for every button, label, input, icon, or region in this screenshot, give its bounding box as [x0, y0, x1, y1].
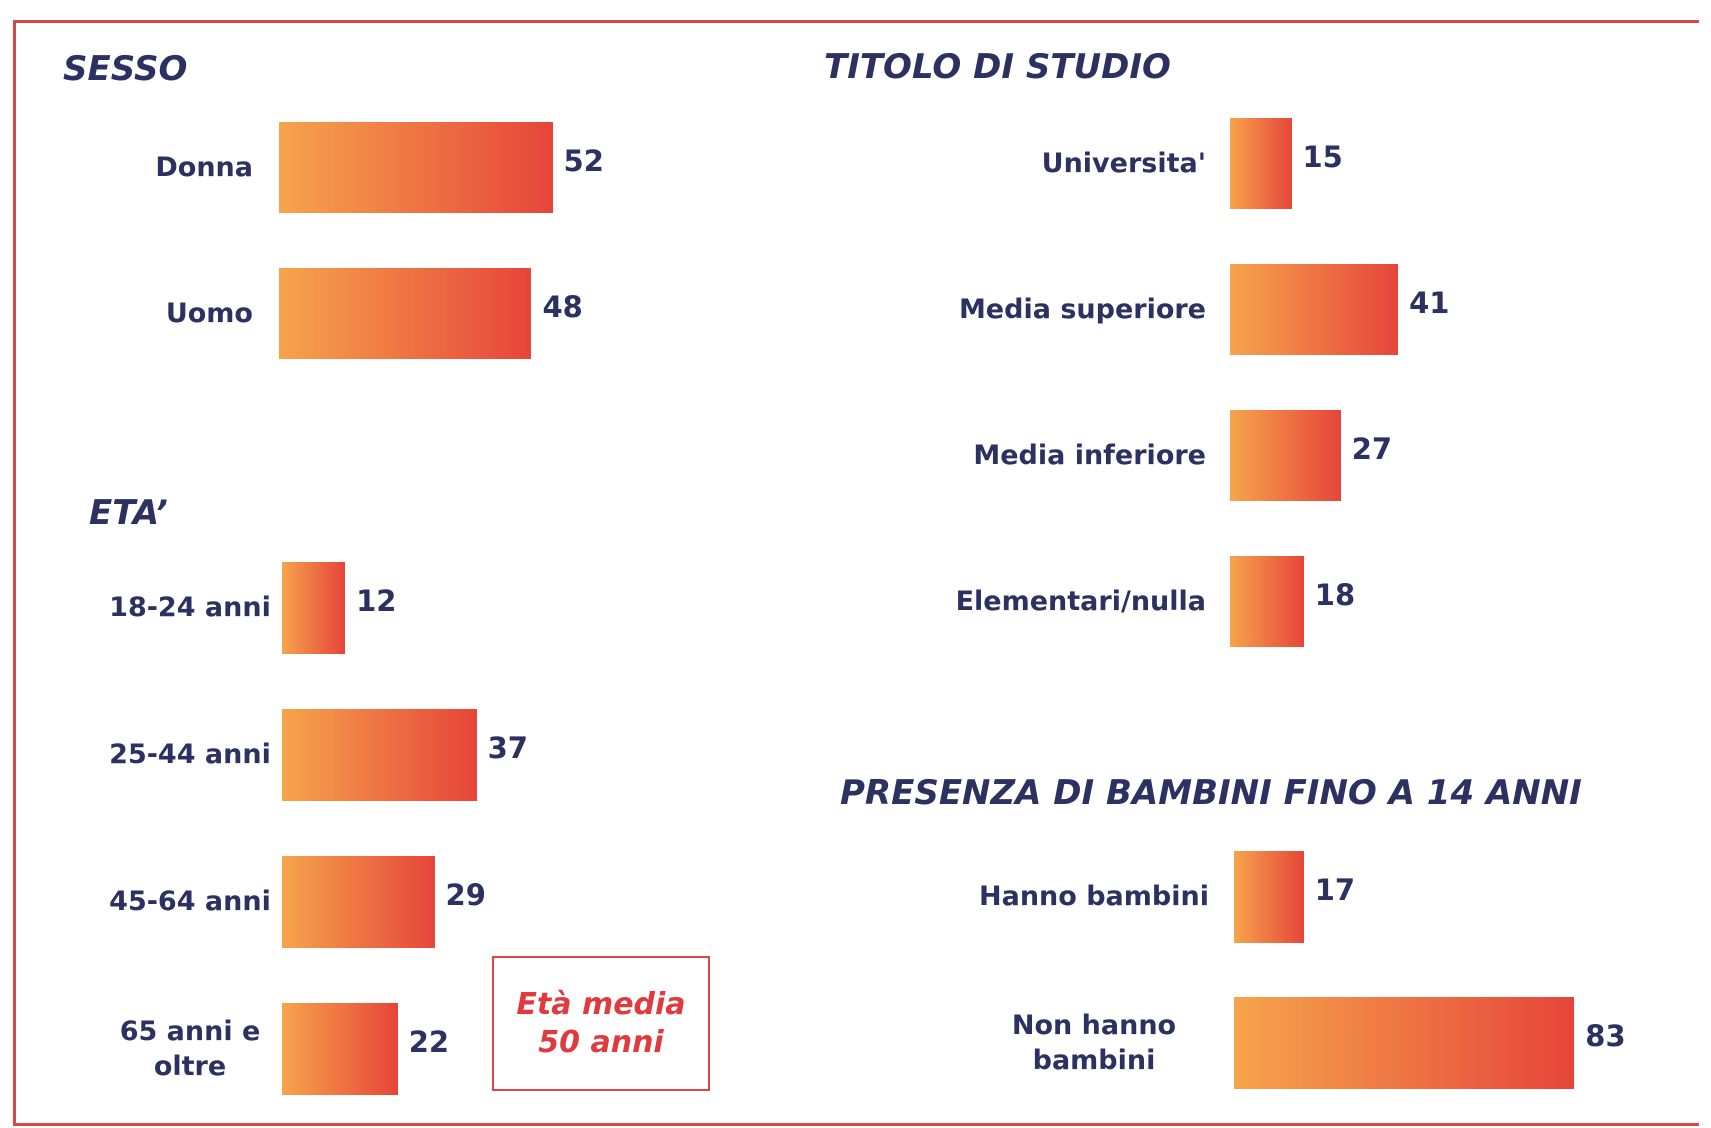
bar	[282, 709, 477, 801]
annotation: 50 anni	[538, 1024, 664, 1060]
category-label: Media superiore	[958, 293, 1206, 325]
bar	[282, 562, 346, 654]
bar	[282, 1003, 398, 1095]
bar	[279, 268, 532, 359]
annotation-box: Età media 50 anni	[492, 956, 710, 1091]
annotation: Età media	[516, 987, 686, 1022]
bar	[1230, 264, 1399, 355]
bar	[279, 122, 553, 213]
category-label: Hanno bambini	[979, 881, 1209, 913]
value-label: 37	[487, 731, 528, 765]
value-label: 29	[445, 878, 486, 912]
value-label: 83	[1585, 1019, 1626, 1053]
category-label: 65 anni e oltre	[119, 1015, 261, 1082]
chart-title: PRESENZA DI BAMBINI FINO A 14 ANNI	[840, 773, 1582, 813]
value-label: 15	[1302, 139, 1343, 174]
bar	[1230, 556, 1304, 647]
chart-title: SESSO	[63, 49, 188, 89]
category-label: Donna	[155, 151, 253, 183]
bar	[1234, 851, 1304, 943]
value-label: 27	[1351, 431, 1393, 466]
chart-title: ETA’	[89, 493, 168, 533]
category-label: 45-64 anni	[109, 886, 271, 918]
category-label: Media inferiore	[973, 439, 1206, 471]
frame	[13, 20, 1699, 1126]
value-label: 17	[1314, 873, 1356, 907]
value-label: 18	[1314, 577, 1356, 612]
category-label: Uomo	[165, 297, 253, 329]
chart-title: TITOLO DI STUDIO	[824, 47, 1171, 87]
bar	[1230, 118, 1292, 209]
bar	[1234, 997, 1575, 1089]
category-label: 25-44 anni	[109, 739, 271, 771]
bar	[282, 856, 435, 948]
value-label: 12	[356, 584, 397, 618]
value-label: 22	[408, 1025, 450, 1059]
bar	[1230, 410, 1341, 501]
category-label: 18-24 anni	[109, 592, 271, 624]
value-label: 52	[563, 143, 604, 178]
value-label: 41	[1409, 285, 1450, 320]
category-label: Non hanno bambini	[1011, 1009, 1177, 1076]
value-label: 48	[542, 289, 583, 324]
category-label: Elementari/nulla	[955, 585, 1206, 617]
category-label: Universita'	[1041, 147, 1206, 179]
